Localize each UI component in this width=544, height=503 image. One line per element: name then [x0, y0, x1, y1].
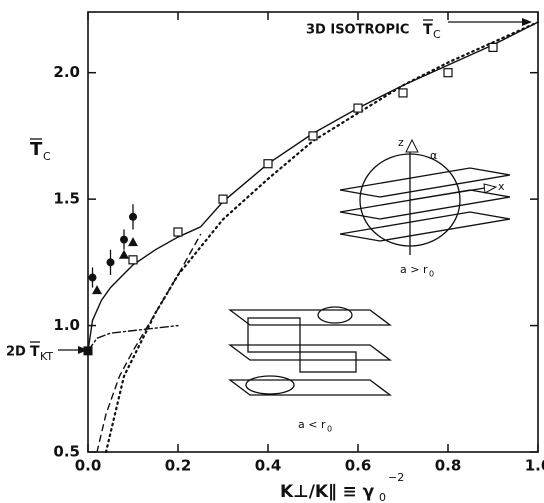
inset-label: a > r	[400, 263, 428, 276]
inset-label: a < r	[298, 418, 326, 431]
marker	[219, 195, 227, 203]
y-tick-label: 1.0	[53, 316, 80, 334]
inset-large: z α x a > r 0	[340, 136, 510, 279]
marker	[129, 256, 137, 264]
annotation-sub: C	[433, 28, 441, 41]
x-tick-label: 0.8	[435, 457, 462, 475]
annotation: 3D ISOTROPIC	[306, 23, 409, 38]
x-label-sub: 0	[379, 491, 386, 503]
marker	[444, 69, 452, 77]
annotation-sub: KT	[40, 350, 53, 363]
marker	[84, 346, 93, 355]
inset-axis: z	[398, 136, 404, 149]
marker	[119, 250, 129, 259]
marker	[89, 274, 97, 282]
inset-label-sub: 0	[327, 425, 332, 434]
marker	[107, 258, 115, 266]
curve	[88, 22, 538, 351]
inset-label-sub: 0	[429, 270, 434, 279]
marker	[92, 285, 102, 294]
x-tick-label: 1.0	[525, 457, 544, 475]
x-label-sup: −2	[388, 471, 404, 484]
chart: T C K⊥/K∥ ≡ γ 0 −2 3D ISOTROPIC T C 2D T…	[0, 0, 544, 503]
curve	[106, 22, 538, 452]
y-label: T	[30, 139, 43, 160]
y-label-sub: C	[43, 150, 51, 163]
marker	[399, 89, 407, 97]
curve	[88, 326, 178, 351]
inset-axis: α	[430, 149, 437, 162]
y-tick-label: 1.5	[53, 190, 80, 208]
marker	[129, 213, 137, 221]
y-tick-label: 0.5	[53, 443, 80, 461]
arrowhead	[522, 18, 532, 26]
annotation-symbol: T	[30, 344, 40, 360]
annotation: 2D	[6, 345, 26, 360]
x-tick-label: 0.4	[255, 457, 282, 475]
annotation-symbol: T	[423, 22, 433, 38]
inset-axis: x	[498, 180, 505, 193]
marker	[309, 132, 317, 140]
x-tick-label: 0.2	[165, 457, 192, 475]
marker	[128, 237, 138, 246]
marker	[354, 104, 362, 112]
marker	[489, 43, 497, 51]
plot-frame	[88, 12, 538, 452]
y-tick-label: 2.0	[53, 63, 80, 81]
marker	[264, 160, 272, 168]
x-label: K⊥/K∥ ≡ γ	[280, 482, 375, 502]
inset-small: a < r 0	[230, 307, 390, 434]
marker	[174, 228, 182, 236]
marker	[120, 236, 128, 244]
x-tick-label: 0.6	[345, 457, 372, 475]
